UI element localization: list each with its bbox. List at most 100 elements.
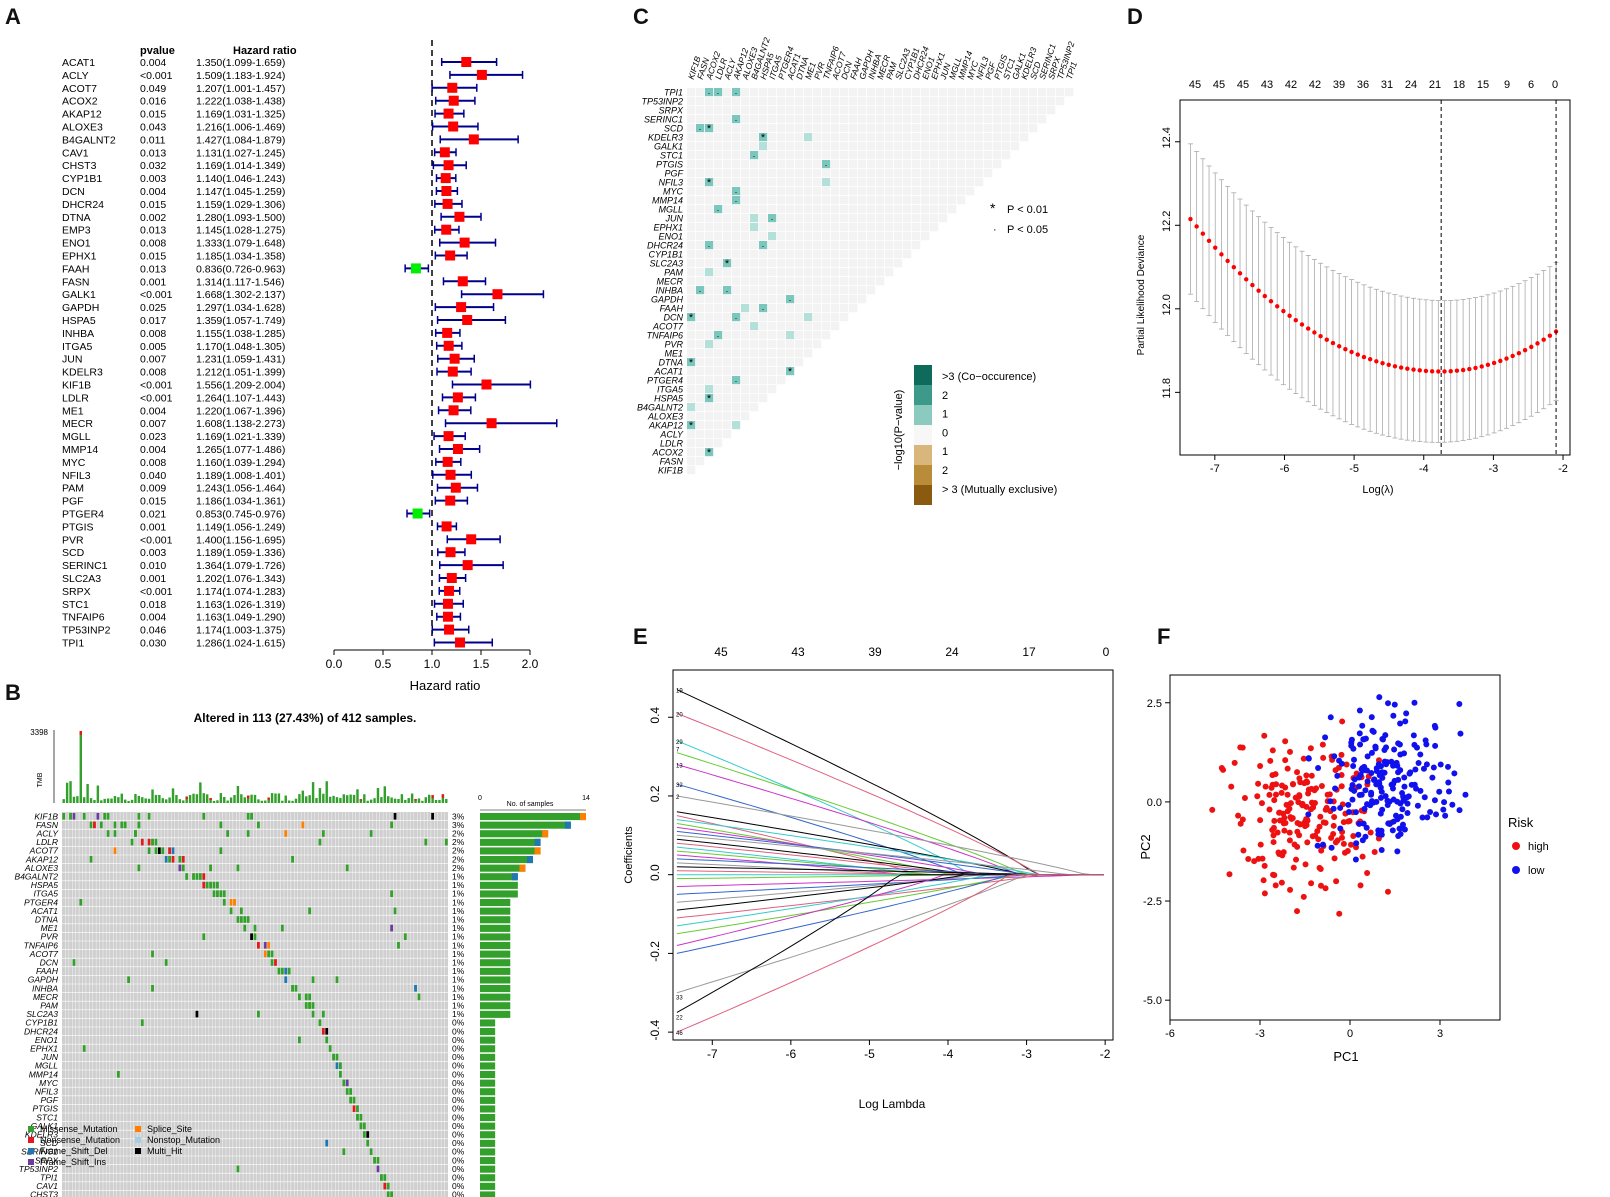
heatmap-cell: [687, 142, 696, 151]
oncoplot-percent: 1%: [452, 949, 465, 959]
mutation-cell: [147, 847, 151, 854]
heatmap-cell: [975, 106, 984, 115]
heatmap-cell: [804, 295, 813, 304]
forest-hr-text: 1.333(1.079-1.648): [196, 238, 285, 250]
heatmap-cell: [849, 196, 858, 205]
heatmap-cell: [831, 286, 840, 295]
coefficient-path: [676, 795, 1104, 876]
forest-gene-label: TNFAIP6: [62, 612, 105, 624]
heatmap-cell: [741, 322, 750, 331]
pca-point-low: [1328, 844, 1335, 851]
heatmap-cell: [822, 133, 831, 142]
coef-y-tick-label: 0.4: [648, 707, 662, 724]
mutation-cell: [103, 813, 107, 820]
forest-point: [445, 469, 456, 480]
heatmap-cell: [849, 187, 858, 196]
tmb-bar: [315, 798, 318, 803]
pca-point-high: [1308, 799, 1315, 806]
pca-point-low: [1449, 801, 1456, 808]
heatmap-cell: [912, 151, 921, 160]
hazard-ratio-column-header: Hazard ratio: [233, 45, 297, 57]
pca-point-high: [1302, 823, 1309, 830]
mutation-cell: [366, 1139, 370, 1147]
deviance-top-tick-label: 39: [1333, 79, 1345, 91]
heatmap-sig-mark: *: [707, 393, 712, 405]
heatmap-cell: [714, 340, 723, 349]
forest-gene-label: CYP1B1: [62, 173, 102, 185]
pca-point-low: [1338, 760, 1345, 767]
tmb-bar: [414, 799, 417, 803]
pca-point-high: [1257, 841, 1264, 848]
sample-count-bar: [480, 1122, 496, 1130]
pca-point-low: [1375, 779, 1382, 786]
heatmap-cell: [858, 232, 867, 241]
heatmap-cell: [786, 286, 795, 295]
pca-point-high: [1347, 841, 1354, 848]
heatmap-cell: [714, 133, 723, 142]
heatmap-cell: [750, 259, 759, 268]
samples-axis-tick-label: 0: [478, 795, 482, 802]
oncoplot-percent: 0%: [452, 1052, 465, 1062]
mutation-cell: [291, 856, 294, 863]
forest-hr-text: 0.836(0.726-0.963): [196, 263, 285, 275]
heatmap-cell: [696, 304, 705, 313]
pca-point-high: [1305, 786, 1312, 793]
heatmap-cell: [822, 214, 831, 223]
deviance-y-tick-label: 11.8: [1161, 378, 1173, 399]
oncoplot-percent: 1%: [452, 975, 465, 985]
forest-gene-label: FAAH: [62, 263, 89, 275]
heatmap-cell: [939, 214, 948, 223]
oncoplot-title: Altered in 113 (27.43%) of 412 samples.: [194, 711, 417, 725]
pca-point-high: [1307, 745, 1314, 752]
heatmap-cell: [777, 214, 786, 223]
heatmap-cell: [795, 232, 804, 241]
heatmap-cell: [993, 151, 1002, 160]
heatmap-cell: [804, 133, 813, 142]
heatmap-cell: [930, 106, 939, 115]
pca-point-high: [1318, 847, 1325, 854]
heatmap-cell: [759, 349, 768, 358]
heatmap-cell: [714, 376, 723, 385]
tmb-bar: [223, 796, 226, 803]
forest-pvalue: <0.001: [140, 380, 173, 392]
heatmap-cell: [822, 223, 831, 232]
pca-point-low: [1390, 712, 1397, 719]
heatmap-cell: [840, 142, 849, 151]
pca-point-low: [1345, 801, 1352, 808]
heatmap-cell: [714, 169, 723, 178]
deviance-top-tick-label: 42: [1285, 79, 1297, 91]
heatmap-cell: [813, 232, 822, 241]
pca-point-high: [1255, 855, 1262, 862]
heatmap-cell: [876, 115, 885, 124]
sample-count-bar: [480, 1010, 511, 1018]
pca-point-high: [1320, 819, 1327, 826]
heatmap-cell: [714, 142, 723, 151]
forest-pvalue: 0.018: [140, 599, 166, 611]
heatmap-cell: [696, 403, 705, 412]
heatmap-cell: [876, 160, 885, 169]
deviance-x-tick-label: -3: [1489, 463, 1499, 475]
coefficient-path: [676, 858, 1104, 876]
pca-point-low: [1388, 758, 1395, 765]
sample-count-bar: [480, 1131, 496, 1139]
heatmap-cell: [687, 421, 696, 430]
heatmap-cell: [804, 286, 813, 295]
pca-point-high: [1293, 856, 1300, 863]
mutation-cell: [226, 830, 230, 837]
tmb-bar: [144, 798, 147, 803]
pca-point-high: [1303, 772, 1310, 779]
tmb-bar: [339, 797, 342, 803]
forest-point: [442, 456, 453, 467]
forest-gene-label: MECR: [62, 418, 93, 430]
pca-point-low: [1368, 798, 1375, 805]
sample-count-bar: [480, 1174, 496, 1182]
deviance-point: [1330, 340, 1336, 346]
heatmap-cell: [921, 214, 930, 223]
sample-count-bar-segment: [580, 813, 586, 821]
mutation-cell: [321, 830, 325, 837]
sample-count-bar: [480, 1165, 496, 1173]
forest-hr-text: 1.280(1.093-1.500): [196, 212, 285, 224]
heatmap-cell: [768, 313, 777, 322]
heatmap-cell: [777, 142, 786, 151]
oncoplot-gene-label: DHCR24: [24, 1026, 58, 1036]
